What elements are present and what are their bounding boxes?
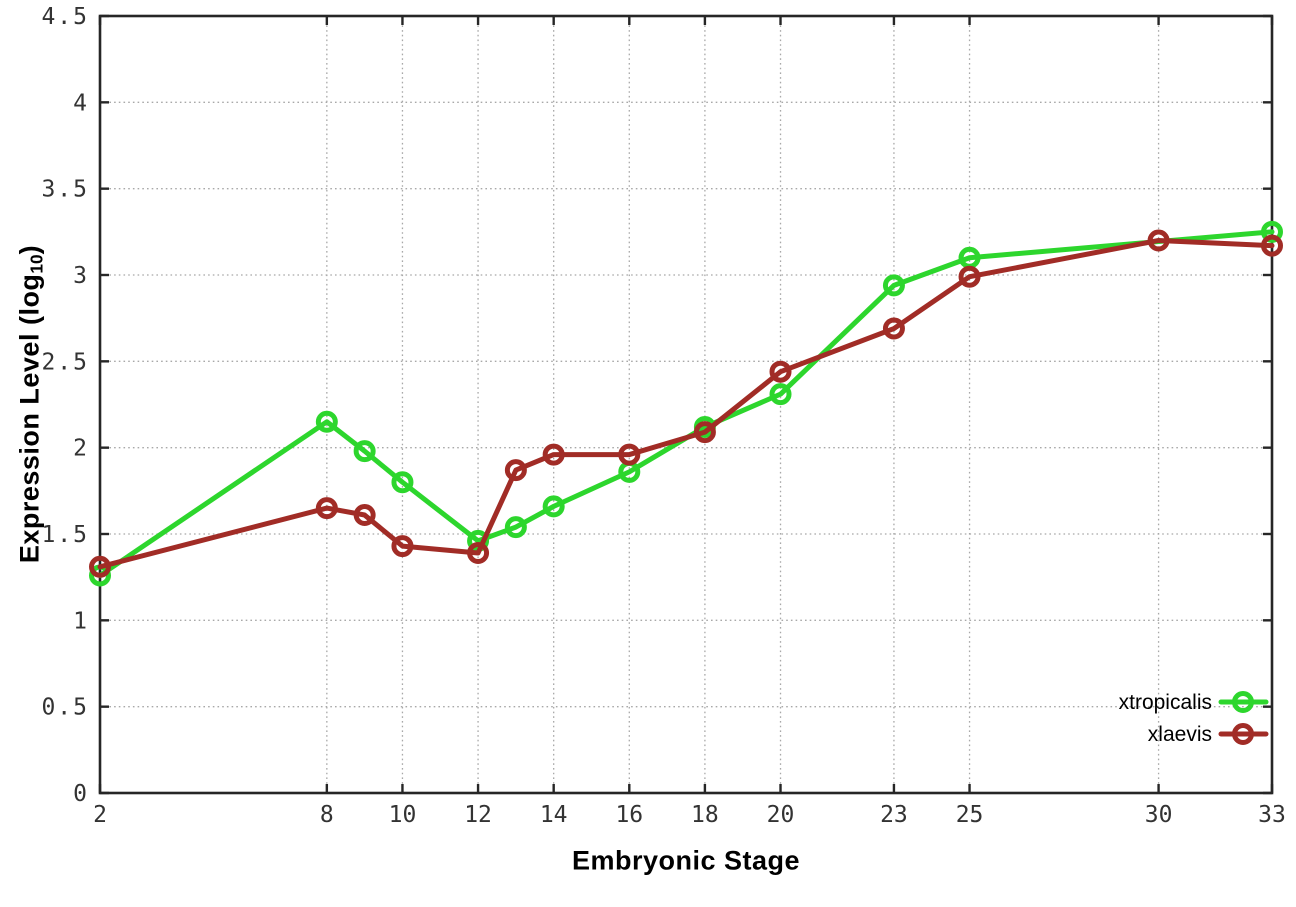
data-point-xtropicalis	[315, 410, 338, 433]
series-line-xtropicalis	[97, 229, 1275, 578]
plot-border	[98, 14, 1274, 795]
y-tick-label: 2.5	[41, 349, 89, 375]
x-tick-label: 10	[389, 802, 417, 828]
data-point-xtropicalis	[882, 274, 905, 297]
data-point-xlaevis	[1261, 234, 1283, 257]
y-tick-label: 0.5	[41, 695, 89, 721]
data-point-xlaevis	[391, 535, 414, 558]
x-tick-label: 33	[1258, 802, 1286, 828]
tick-labels: 2 8 10 12 14 16 18 20 23 25 30 33 0 0.5 1 1.5 2 2.5 3 3.5 4 4…	[41, 4, 1285, 828]
data-point-xlaevis	[542, 443, 565, 466]
data-point-xtropicalis	[391, 471, 414, 494]
y-tick-label: 1.5	[41, 522, 89, 548]
x-tick-label: 20	[767, 802, 795, 828]
data-point-xlaevis	[504, 459, 527, 482]
data-point-xtropicalis	[353, 440, 376, 463]
data-point-xtropicalis	[769, 383, 792, 406]
data-point-xlaevis	[1147, 229, 1170, 252]
data-series	[89, 220, 1283, 587]
data-point-xlaevis	[769, 360, 792, 383]
y-tick-label: 3.5	[41, 177, 89, 203]
y-tick-label: 4.5	[41, 4, 89, 30]
legend-sample-marker-xtropicalis	[1232, 691, 1254, 713]
x-tick-label: 2	[93, 802, 107, 828]
y-axis-title-subscript: 10	[26, 254, 47, 274]
x-tick-label: 25	[956, 802, 984, 828]
y-tick-label: 0	[73, 781, 89, 807]
x-axis-title: Embryonic Stage	[571, 845, 801, 876]
y-tick-label: 2	[73, 436, 89, 462]
y-axis-title-text: Expression Level (log	[14, 273, 45, 564]
grid-lines	[100, 16, 1272, 793]
x-tick-label: 14	[540, 802, 568, 828]
data-point-xlaevis	[958, 265, 981, 288]
x-tick-label: 16	[615, 802, 643, 828]
legend-marker-samples	[1218, 691, 1269, 745]
data-point-xlaevis	[353, 504, 376, 527]
legend: xtropicalis xlaevis	[1119, 691, 1269, 746]
x-tick-label: 12	[464, 802, 492, 828]
data-point-xlaevis	[693, 421, 716, 444]
plot-border-rect	[98, 14, 1274, 795]
y-axis-title: Expression Level (log10)	[14, 244, 47, 564]
data-point-xtropicalis	[542, 495, 565, 518]
data-point-xtropicalis	[1261, 220, 1283, 243]
data-point-xlaevis	[89, 555, 111, 578]
y-axis-title-close: )	[14, 244, 45, 255]
data-point-xlaevis	[315, 497, 338, 520]
data-point-xlaevis	[467, 541, 490, 564]
x-tick-label: 30	[1145, 802, 1173, 828]
x-tick-label: 8	[320, 802, 334, 828]
y-tick-label: 4	[73, 90, 89, 116]
x-tick-label: 23	[880, 802, 908, 828]
axis-ticks	[98, 14, 1274, 795]
legend-label-xtropicalis: xtropicalis	[1119, 691, 1212, 714]
data-point-xtropicalis	[504, 516, 527, 539]
data-point-xlaevis	[882, 317, 905, 340]
y-tick-label: 3	[73, 263, 89, 289]
x-tick-label: 18	[691, 802, 719, 828]
legend-sample-marker-xlaevis	[1232, 723, 1254, 745]
legend-label-xlaevis: xlaevis	[1148, 723, 1212, 746]
y-tick-label: 1	[73, 608, 89, 634]
series-line-xlaevis	[97, 237, 1275, 570]
data-point-xlaevis	[618, 443, 641, 466]
